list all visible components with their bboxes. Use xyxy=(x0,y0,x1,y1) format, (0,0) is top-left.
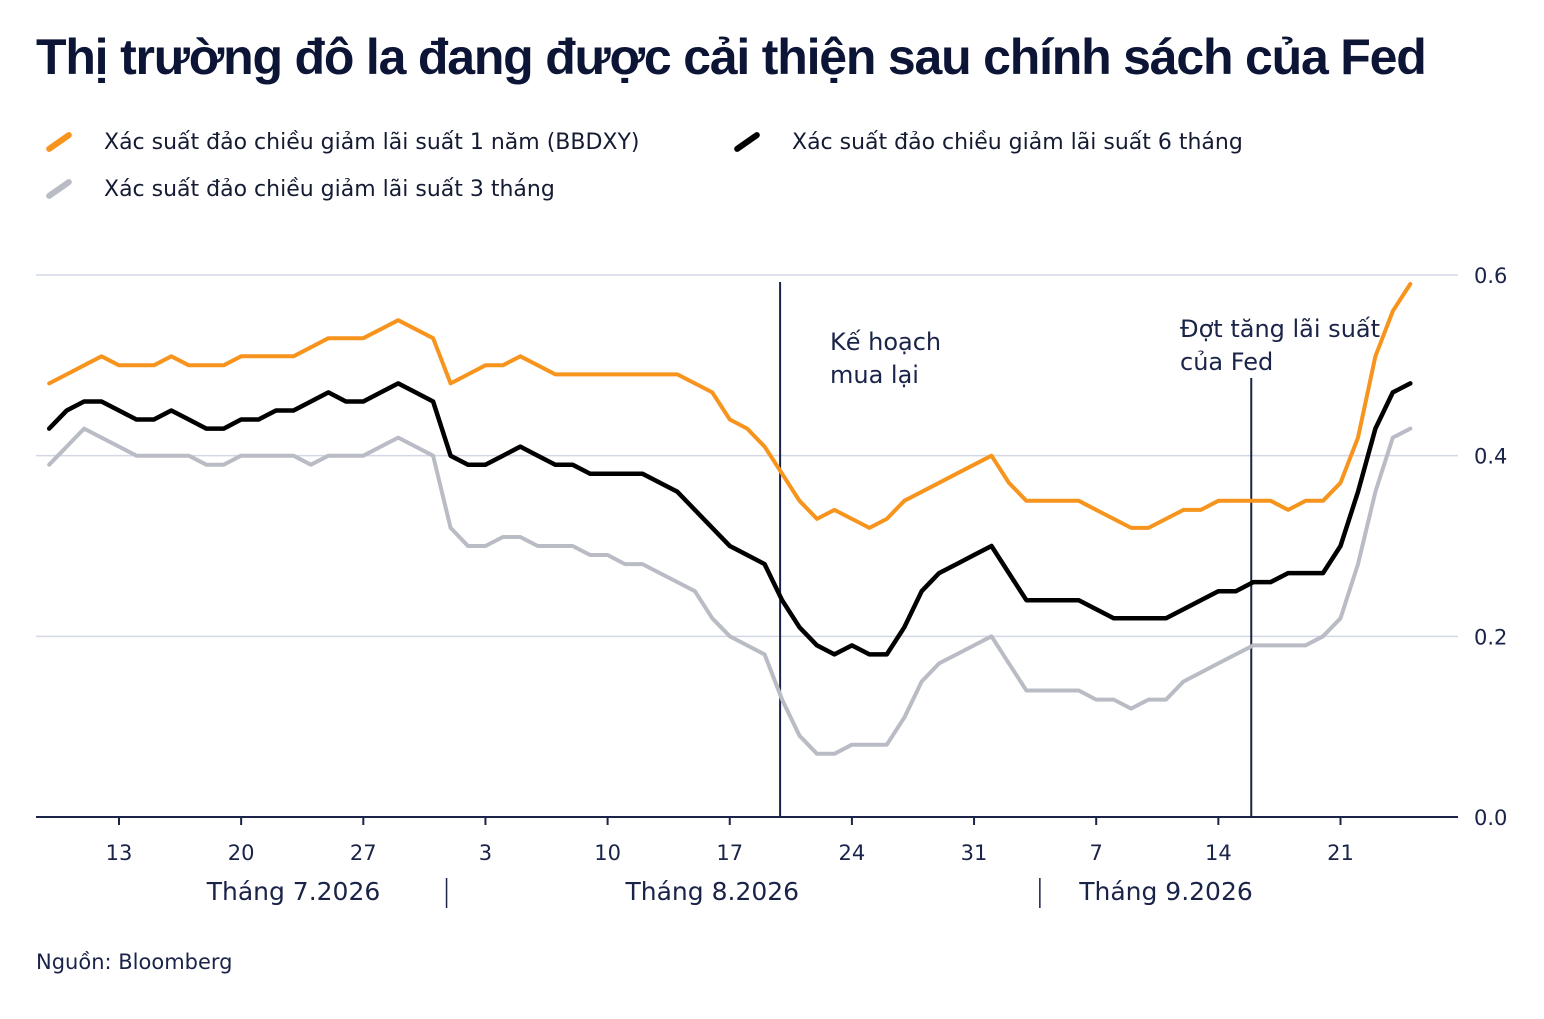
x-tick-label-27: 27 xyxy=(350,841,377,865)
x-tick-label-14: 14 xyxy=(1205,841,1232,865)
legend-label-6m: Xác suất đảo chiều giảm lãi suất 6 tháng xyxy=(792,129,1243,155)
x-tick-label-20: 20 xyxy=(228,841,255,865)
chart-title: Thị trường đô la đang được cải thiện sau… xyxy=(36,29,1427,85)
legend-item-1y: Xác suất đảo chiều giảm lãi suất 1 năm (… xyxy=(44,127,640,157)
x-tick-label-3: 3 xyxy=(479,841,492,865)
annotation-text-1-1: Kế hoạch xyxy=(830,328,941,356)
annotation-text-2-2: của Fed xyxy=(1180,348,1273,376)
month-label-3: Tháng 9.2026 xyxy=(1078,877,1253,906)
month-label-2: Tháng 8.2026 xyxy=(625,877,800,906)
month-label-1: Tháng 7.2026 xyxy=(206,877,381,906)
series-line-1y xyxy=(47,282,1413,530)
series-line-6m xyxy=(46,381,1413,657)
x-tick-label-21: 21 xyxy=(1327,841,1354,865)
y-tick-label-0.6: 0.6 xyxy=(1474,264,1507,288)
legend-item-6m: Xác suất đảo chiều giảm lãi suất 6 tháng xyxy=(732,127,1243,157)
y-tick-label-0.2: 0.2 xyxy=(1474,625,1507,649)
source-note: Nguồn: Bloomberg xyxy=(36,950,233,974)
annotation-text-1-2: mua lại xyxy=(830,361,919,389)
y-tick-label-0.0: 0.0 xyxy=(1474,806,1507,830)
x-tick-label-31: 31 xyxy=(961,841,988,865)
legend-label-1y: Xác suất đảo chiều giảm lãi suất 1 năm (… xyxy=(104,129,640,155)
annotation-text-2-1: Đợt tăng lãi suất xyxy=(1180,315,1380,343)
x-tick-label-13: 13 xyxy=(106,841,133,865)
series-line-3m xyxy=(47,426,1413,756)
legend-label-3m: Xác suất đảo chiều giảm lãi suất 3 tháng xyxy=(104,176,555,202)
y-tick-label-0.4: 0.4 xyxy=(1474,445,1507,469)
x-tick-label-7: 7 xyxy=(1090,841,1103,865)
x-tick-label-24: 24 xyxy=(839,841,866,865)
legend-item-3m: Xác suất đảo chiều giảm lãi suất 3 tháng xyxy=(44,174,555,204)
x-tick-label-17: 17 xyxy=(716,841,743,865)
x-tick-label-10: 10 xyxy=(594,841,621,865)
